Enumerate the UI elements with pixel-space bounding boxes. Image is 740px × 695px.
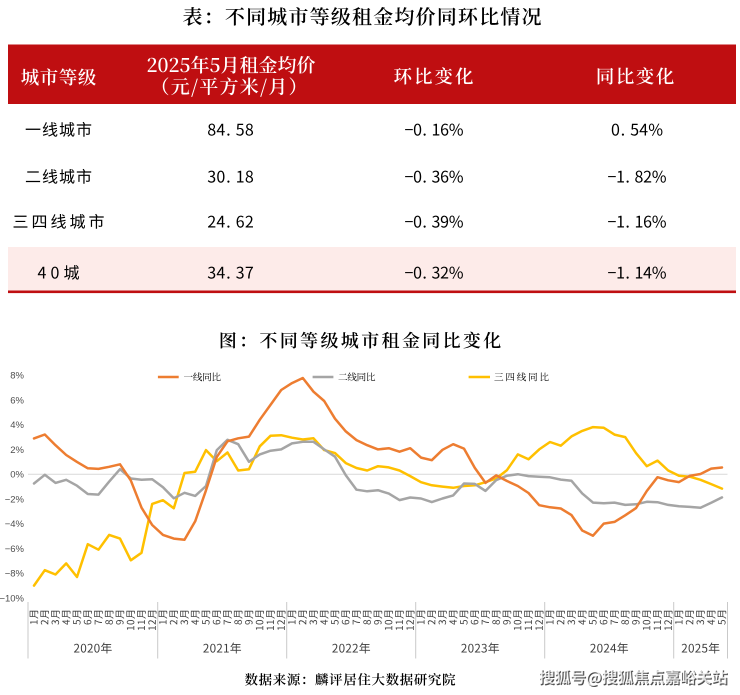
svg-text:−10%: −10% <box>0 593 25 604</box>
svg-text:−4%: −4% <box>5 519 25 530</box>
svg-text:−2%: −2% <box>5 494 25 505</box>
svg-text:−6%: −6% <box>5 544 25 555</box>
svg-text:0%: 0% <box>10 470 24 481</box>
svg-text:8%: 8% <box>10 371 24 382</box>
svg-text:6%: 6% <box>10 395 24 406</box>
svg-text:4%: 4% <box>10 420 24 431</box>
svg-text:2%: 2% <box>10 445 24 456</box>
svg-text:−8%: −8% <box>5 569 25 580</box>
